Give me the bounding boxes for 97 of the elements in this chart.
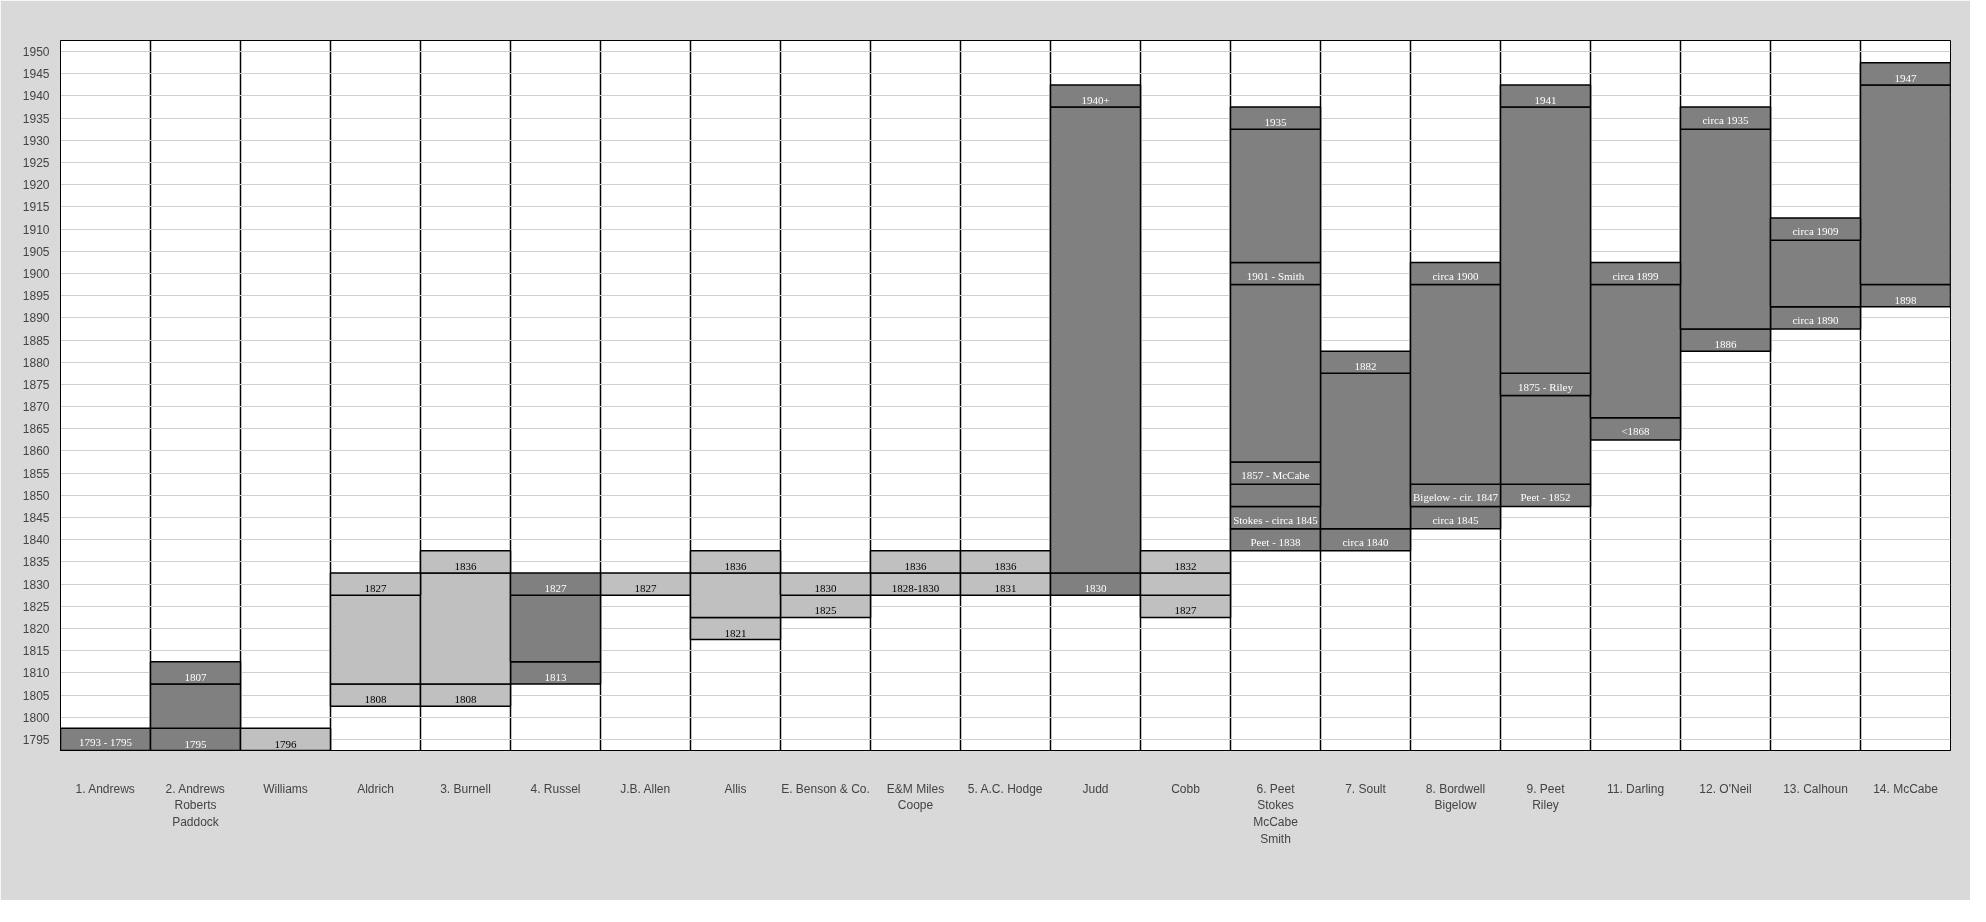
annotation: 1832 xyxy=(1174,560,1197,572)
annotation: 1827 xyxy=(544,582,567,595)
annotation: circa 1900 xyxy=(1432,269,1480,282)
y-tick-label: 1890 xyxy=(22,311,50,326)
y-tick-label: 1900 xyxy=(22,266,50,281)
annotation: 1827 xyxy=(1174,604,1197,617)
y-tick-label: 1795 xyxy=(22,732,50,747)
annotation: 1882 xyxy=(1354,360,1377,373)
y-tick-label: 1860 xyxy=(22,444,50,459)
annotation: 1940+ xyxy=(1081,94,1110,107)
annotation: 1808 xyxy=(454,693,477,706)
annotation: Peet - 1838 xyxy=(1250,535,1302,548)
y-tick-label: 1905 xyxy=(22,244,50,259)
annotation: Bigelow - cir. 1847 xyxy=(1413,491,1499,504)
y-tick-label: 1825 xyxy=(22,599,50,614)
annotation: 1825 xyxy=(814,604,837,617)
annotation: 1827 xyxy=(634,582,657,595)
annotation: 1836 xyxy=(454,560,477,572)
x-tick-label: Judd xyxy=(1082,781,1109,796)
x-tick-label: 5. A.C. Hodge xyxy=(967,781,1043,796)
y-tick-label: 1940 xyxy=(22,89,50,104)
y-tick-label: 1845 xyxy=(22,511,50,526)
y-tick-label: 1835 xyxy=(22,555,50,570)
annotation: 1808 xyxy=(364,693,387,706)
x-tick-label: 1. Andrews xyxy=(75,781,135,796)
x-tick-label: 8. Bordwell Bigelow xyxy=(1425,781,1486,813)
annotation: 1886 xyxy=(1714,338,1737,351)
annotation: 1830 xyxy=(1084,582,1107,595)
y-tick-label: 1820 xyxy=(22,621,50,636)
y-tick-label: 1925 xyxy=(22,156,50,171)
annotation: circa 1890 xyxy=(1792,313,1840,326)
annotation: 1857 - McCabe xyxy=(1241,469,1310,482)
x-tick-label: 7. Soult xyxy=(1345,781,1387,796)
y-tick-label: 1865 xyxy=(22,422,50,437)
annotation: 1836 xyxy=(724,560,747,572)
annotation: 1795 xyxy=(184,737,207,750)
x-tick-label: 9. Peet Riley xyxy=(1526,781,1566,813)
x-tick-label: 13. Calhoun xyxy=(1783,781,1848,796)
annotation: 1813 xyxy=(544,670,567,683)
y-tick-label: 1815 xyxy=(22,644,50,659)
y-tick-label: 1885 xyxy=(22,333,50,348)
y-tick-label: 1895 xyxy=(22,289,50,304)
y-tick-label: 1810 xyxy=(22,666,50,681)
x-tick-label: J.B. Allen xyxy=(620,781,671,796)
annotation: 1836 xyxy=(904,560,927,572)
y-tick-label: 1910 xyxy=(22,222,50,237)
y-tick-label: 1855 xyxy=(22,466,50,481)
annotation: 1875 - Riley xyxy=(1518,380,1574,393)
y-tick-label: 1850 xyxy=(22,488,50,503)
annotation: 1935 xyxy=(1264,116,1287,129)
annotation: circa 1899 xyxy=(1612,269,1660,282)
annotation: circa 1935 xyxy=(1702,114,1750,127)
x-tick-label: Williams xyxy=(263,781,308,796)
annotation: 1941 xyxy=(1534,94,1557,107)
annotation: circa 1840 xyxy=(1342,535,1390,548)
annotation: 1831 xyxy=(994,582,1017,595)
x-tick-label: 4. Russel xyxy=(530,781,581,796)
annotation: 1828-1830 xyxy=(891,582,940,595)
y-tick-label: 1875 xyxy=(22,377,50,392)
y-tick-label: 1840 xyxy=(22,533,50,548)
y-tick-label: 1915 xyxy=(22,200,50,215)
annotation: Stokes - circa 1845 xyxy=(1233,513,1319,526)
x-tick-label: 11. Darling xyxy=(1606,781,1665,796)
x-tick-label: Allis xyxy=(724,781,747,796)
x-tick-label: 2. Andrews Roberts Paddock xyxy=(165,781,225,830)
x-tick-label: 14. McCabe xyxy=(1873,781,1939,796)
annotation: 1901 - Smith xyxy=(1246,269,1305,282)
x-tick-label: E&M Miles Coope xyxy=(886,781,945,813)
annotation: Peet - 1852 xyxy=(1520,491,1571,504)
x-tick-label: E. Benson & Co. xyxy=(781,781,870,796)
annotation: 1807 xyxy=(184,670,207,683)
y-tick-label: 1830 xyxy=(22,577,50,592)
annotation: <1868 xyxy=(1621,424,1651,437)
x-tick-label: 3. Burnell xyxy=(440,781,491,796)
x-tick-label: Aldrich xyxy=(357,781,394,796)
y-tick-label: 1950 xyxy=(22,45,50,60)
y-tick-label: 1930 xyxy=(22,133,50,148)
y-tick-label: 1880 xyxy=(22,355,50,370)
annotation: circa 1845 xyxy=(1432,513,1480,526)
y-tick-label: 1870 xyxy=(22,400,50,415)
x-tick-label: Cobb xyxy=(1171,781,1201,796)
y-tick-label: 1945 xyxy=(22,67,50,82)
y-tick-label: 1805 xyxy=(22,688,50,703)
y-tick-label: 1935 xyxy=(22,111,50,126)
annotation: 1898 xyxy=(1894,293,1917,306)
x-tick-label: 12. O'Neil xyxy=(1699,781,1752,796)
annotation: 1836 xyxy=(994,560,1017,572)
x-tick-label: 6. Peet Stokes McCabe Smith xyxy=(1253,781,1299,846)
annotation: 1796 xyxy=(274,737,297,750)
y-tick-label: 1800 xyxy=(22,710,50,725)
annotation: 1793 - 1795 xyxy=(78,735,133,748)
y-tick-label: 1920 xyxy=(22,178,50,193)
annotation: 1827 xyxy=(364,582,387,595)
annotation: 1830 xyxy=(814,582,837,595)
annotation: circa 1909 xyxy=(1792,225,1840,238)
annotation: 1947 xyxy=(1894,71,1917,84)
annotation: 1821 xyxy=(724,626,747,639)
